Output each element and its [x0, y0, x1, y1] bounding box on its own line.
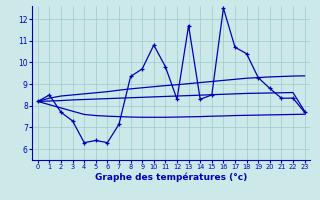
X-axis label: Graphe des températures (°c): Graphe des températures (°c): [95, 173, 247, 182]
